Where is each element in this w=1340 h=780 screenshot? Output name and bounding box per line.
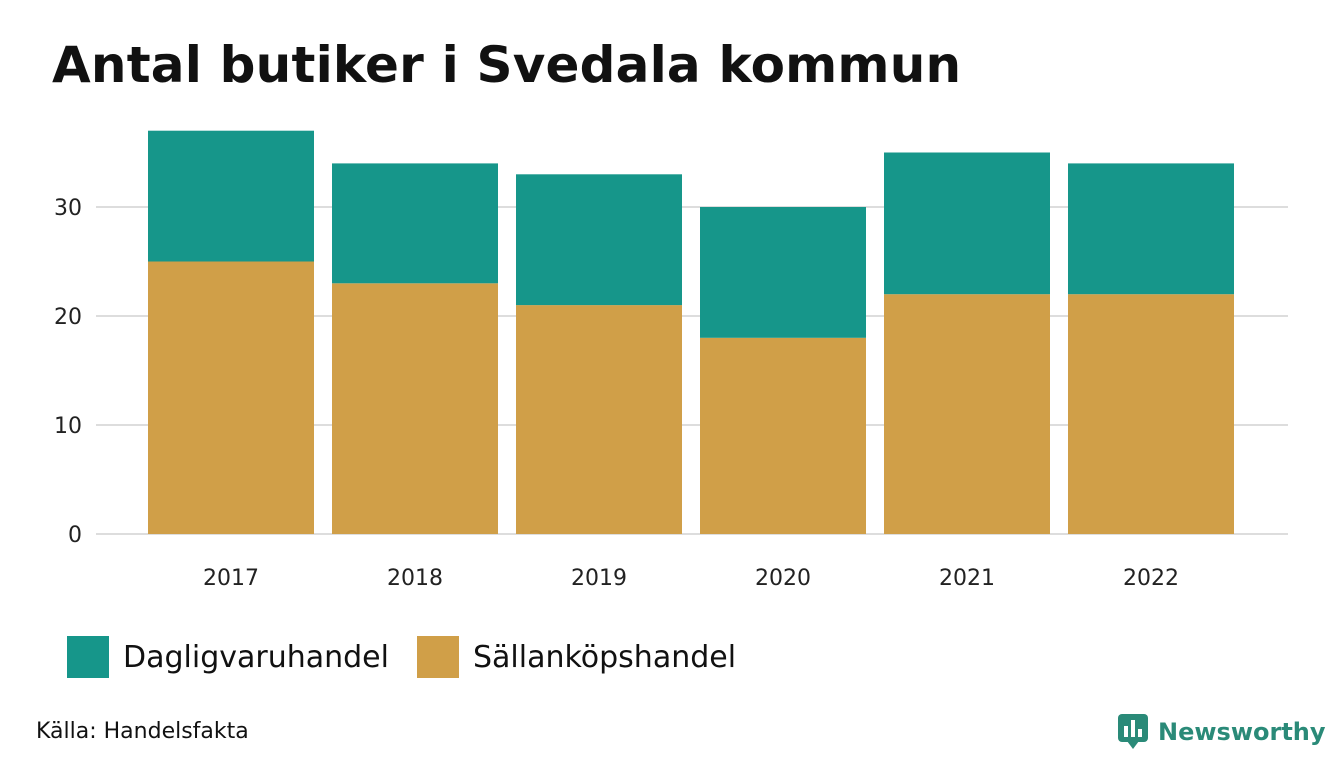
legend-item-dagligvaruhandel: Dagligvaruhandel bbox=[67, 636, 389, 678]
bar-2020-dagligvaruhandel bbox=[700, 207, 866, 338]
y-axis-ticks: 0 10 20 30 bbox=[54, 196, 82, 548]
x-tick-label-2022: 2022 bbox=[1123, 566, 1179, 591]
legend-item-sallankopshandel: Sällanköpshandel bbox=[416, 636, 737, 678]
y-tick-label: 30 bbox=[54, 196, 82, 221]
x-tick-label-2020: 2020 bbox=[755, 566, 811, 591]
legend-label-dagligvaruhandel: Dagligvaruhandel bbox=[123, 639, 389, 675]
bar-2022-sallankopshandel bbox=[1068, 294, 1234, 534]
legend-label-sallankopshandel: Sällanköpshandel bbox=[472, 639, 737, 675]
newsworthy-logo-icon bbox=[1118, 714, 1148, 749]
legend-swatch-sallankopshandel bbox=[416, 636, 459, 678]
bar-2017-sallankopshandel bbox=[148, 261, 314, 534]
brand-name: Newsworthy bbox=[1158, 718, 1326, 746]
bar-2021-dagligvaruhandel bbox=[884, 152, 1050, 295]
y-tick-label: 0 bbox=[68, 523, 82, 548]
brand[interactable]: Newsworthy bbox=[1118, 714, 1326, 750]
x-tick-label-2017: 2017 bbox=[203, 566, 259, 591]
legend: Dagligvaruhandel Sällanköpshandel bbox=[67, 636, 764, 678]
legend-swatch-dagligvaruhandel bbox=[67, 636, 109, 678]
bar-2021-sallankopshandel bbox=[884, 294, 1050, 534]
y-tick-label: 20 bbox=[54, 305, 82, 330]
source-note: Källa: Handelsfakta bbox=[36, 719, 249, 744]
bar-2019-sallankopshandel bbox=[516, 305, 682, 534]
x-tick-label-2018: 2018 bbox=[387, 566, 443, 591]
bars bbox=[148, 130, 1234, 534]
x-tick-label-2019: 2019 bbox=[571, 566, 627, 591]
chart-title: Antal butiker i Svedala kommun bbox=[52, 36, 962, 94]
stacked-bar-chart: 0 10 20 30 2017 2018 2019 2020 2021 2022 bbox=[54, 130, 1288, 591]
bar-2018-dagligvaruhandel bbox=[332, 163, 498, 284]
bar-2019-dagligvaruhandel bbox=[516, 174, 682, 306]
bar-2018-sallankopshandel bbox=[332, 283, 498, 534]
bar-2022-dagligvaruhandel bbox=[1068, 163, 1234, 295]
bar-2020-sallankopshandel bbox=[700, 337, 866, 534]
y-tick-label: 10 bbox=[54, 414, 82, 439]
bar-2017-dagligvaruhandel bbox=[148, 130, 314, 262]
x-axis-ticks: 2017 2018 2019 2020 2021 2022 bbox=[203, 566, 1179, 591]
x-tick-label-2021: 2021 bbox=[939, 566, 995, 591]
